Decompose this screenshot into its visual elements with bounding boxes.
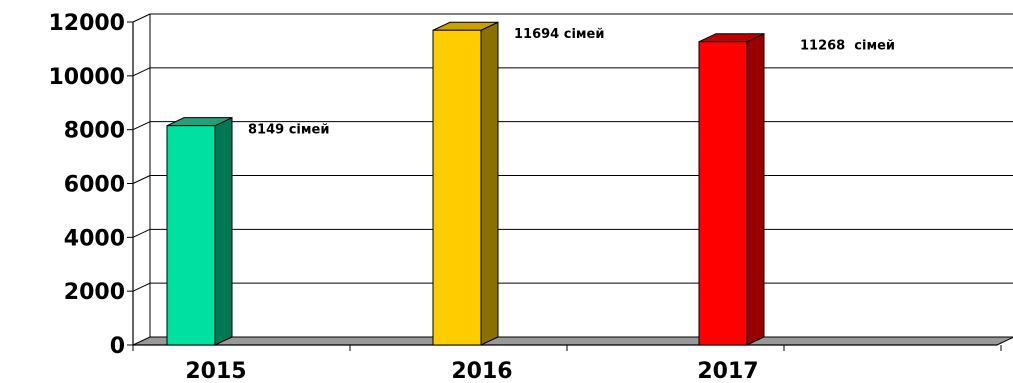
y-tick-label: 2000 (64, 280, 125, 305)
data-labels: 8149 сімей 11694 сімей 11268 сімей (248, 27, 895, 137)
data-label-2017: 11268 сімей (800, 39, 895, 54)
gridlines (132, 13, 1013, 292)
bar-2017 (698, 41, 748, 346)
x-tick-labels: 2015 2016 2017 (185, 359, 758, 383)
data-label-2015: 8149 сімей (248, 123, 329, 138)
bar-2016 (432, 29, 482, 346)
gridline-diagonal (132, 282, 151, 292)
chart-floor (132, 336, 1013, 346)
gridline-diagonal (132, 13, 151, 23)
axes (127, 14, 1002, 351)
bar-side-2015 (214, 116, 233, 346)
gridline-diagonal (132, 228, 151, 238)
bar-2015 (166, 125, 216, 346)
y-tick-label: 12000 (48, 11, 125, 36)
x-tick-label-2017: 2017 (697, 359, 758, 383)
bar-side-2017 (746, 32, 765, 346)
floor-plane (132, 336, 1013, 346)
y-tick-label: 4000 (64, 226, 125, 251)
y-tick-label: 6000 (64, 173, 125, 198)
bar-side-2016 (480, 21, 499, 346)
y-tick-label: 8000 (64, 119, 125, 144)
x-tick-label-2015: 2015 (185, 359, 246, 383)
gridline-diagonal (132, 175, 151, 184)
y-tick-label: 0 (110, 334, 125, 359)
y-tick-labels: 0 2000 4000 6000 8000 10000 12000 (48, 11, 125, 359)
data-label-2016: 11694 сімей (514, 27, 604, 42)
bars (166, 21, 765, 346)
x-tick-label-2016: 2016 (451, 359, 512, 383)
gridline-diagonal (132, 67, 151, 77)
y-tick-label: 10000 (48, 65, 125, 90)
gridline-diagonal (132, 121, 151, 131)
